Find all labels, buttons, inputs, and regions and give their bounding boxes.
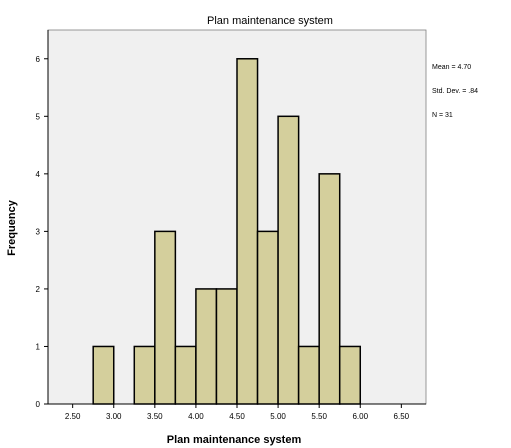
- y-tick-label: 3: [36, 227, 41, 236]
- x-axis-label: Plan maintenance system: [167, 434, 302, 446]
- x-tick-label: 5.00: [270, 412, 286, 421]
- histogram-bar: [92, 345, 115, 405]
- histogram-bar: [133, 345, 156, 405]
- x-ticks-group: 2.50 3.00 3.50 4.00 4.50 5.00 5.50 6.00 6.50: [65, 404, 410, 421]
- histogram-bar: [297, 345, 320, 405]
- histogram-bar: [215, 288, 238, 405]
- x-tick-label: 3.00: [106, 412, 122, 421]
- y-tick-label: 0: [36, 400, 41, 409]
- histogram-bar: [338, 345, 362, 405]
- y-tick-label: 5: [36, 112, 41, 121]
- stats-legend: Mean = 4.70 Std. Dev. = .84 N = 31: [432, 48, 478, 128]
- stats-n: N = 31: [432, 112, 453, 119]
- chart-title: Plan maintenance system: [207, 15, 333, 27]
- y-tick-label: 2: [36, 285, 41, 294]
- y-ticks-group: 0 1 2 3 4 5 6: [36, 55, 48, 409]
- x-tick-label: 5.50: [311, 412, 327, 421]
- histogram-bar: [256, 230, 279, 405]
- x-tick-label: 3.50: [147, 412, 163, 421]
- stats-std: Std. Dev. = .84: [432, 88, 478, 95]
- x-tick-label: 6.00: [352, 412, 368, 421]
- histogram-bar: [174, 345, 197, 405]
- y-axis-label: Frequency: [6, 199, 18, 256]
- stats-mean: Mean = 4.70: [432, 64, 472, 71]
- y-tick-label: 1: [36, 342, 41, 351]
- y-tick-label: 6: [36, 55, 41, 64]
- x-tick-label: 4.50: [229, 412, 245, 421]
- histogram-bar: [318, 173, 341, 405]
- x-tick-label: 4.00: [188, 412, 204, 421]
- histogram-bar: [236, 58, 259, 405]
- histogram-bar: [195, 288, 218, 405]
- y-tick-label: 4: [36, 170, 41, 179]
- x-tick-label: 6.50: [394, 412, 410, 421]
- x-tick-label: 2.50: [65, 412, 81, 421]
- histogram-bar: [154, 230, 177, 405]
- histogram-bar: [277, 115, 300, 405]
